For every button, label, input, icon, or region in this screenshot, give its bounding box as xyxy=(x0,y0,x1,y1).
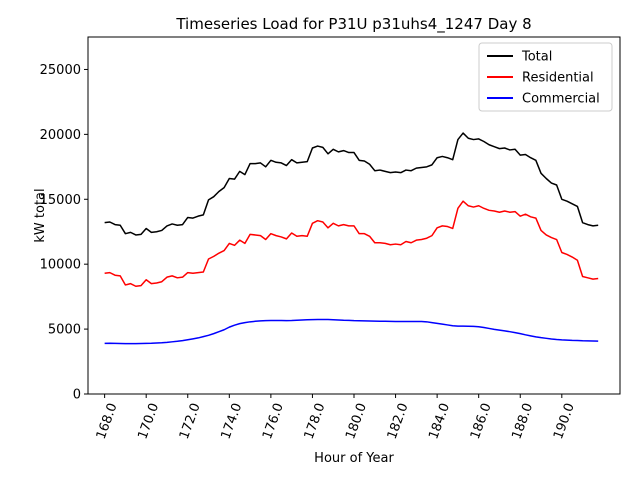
y-tick-label: 5000 xyxy=(48,323,81,338)
legend: Total Residential Commercial xyxy=(478,42,613,112)
y-tick-label: 20000 xyxy=(40,128,81,143)
y-axis-title: kW total xyxy=(33,188,48,242)
y-axis-ticks: 0 5000 10000 15000 20000 25000 xyxy=(40,63,88,403)
y-tick-label: 25000 xyxy=(40,63,81,78)
series-line-total xyxy=(104,132,599,236)
legend-label-total: Total xyxy=(521,50,552,65)
x-axis-title: Hour of Year xyxy=(314,451,394,466)
chart-title: Timeseries Load for P31U p31uhs4_1247 Da… xyxy=(175,15,531,34)
legend-box xyxy=(478,42,613,112)
legend-label-residential: Residential xyxy=(522,71,594,86)
y-tick-label: 10000 xyxy=(40,258,81,273)
series-group xyxy=(104,132,599,345)
legend-label-commercial: Commercial xyxy=(522,92,600,107)
series-line-residential xyxy=(104,200,599,287)
y-tick-label: 0 xyxy=(73,388,81,403)
series-line-commercial xyxy=(104,318,599,345)
y-tick-label: 15000 xyxy=(40,193,81,208)
